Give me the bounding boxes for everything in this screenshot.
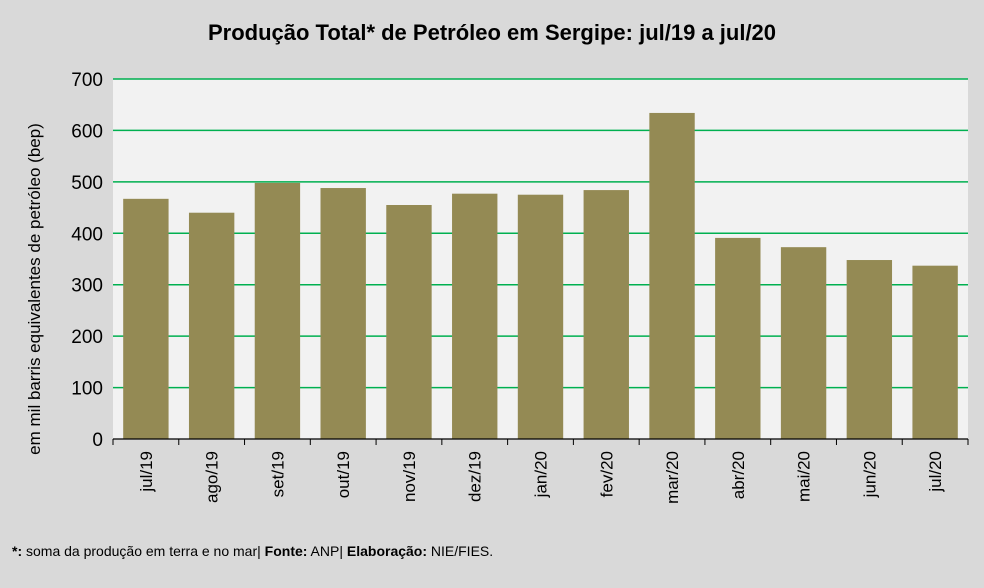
footnote-star: *: (12, 543, 23, 559)
y-tick-label: 500 (71, 173, 103, 194)
bar (452, 193, 498, 439)
elaboration-text: NIE/FIES. (427, 543, 494, 559)
y-tick-label: 400 (71, 224, 103, 245)
bar (649, 112, 695, 439)
bar (780, 247, 827, 439)
bar (846, 260, 893, 439)
y-tick-label: 200 (71, 327, 103, 348)
bar (912, 265, 958, 439)
bar (123, 198, 169, 439)
y-tick-label: 0 (92, 430, 103, 451)
x-tick-label: dez/19 (466, 451, 485, 502)
x-tick-label: out/19 (334, 451, 353, 498)
elaboration-label: Elaboração: (346, 543, 428, 559)
x-tick-label: abr/20 (729, 451, 748, 499)
source-label: Fonte: (264, 543, 308, 559)
bar (583, 190, 629, 439)
x-tick-label: jul/19 (137, 451, 156, 493)
x-tick-label: nov/19 (400, 451, 419, 502)
x-tick-label: mar/20 (663, 451, 682, 504)
x-tick-label: jan/20 (532, 451, 551, 498)
y-tick-label: 700 (71, 70, 103, 91)
chart-title: Produção Total* de Petróleo em Sergipe: … (207, 20, 777, 45)
footnote-text: soma da produção em terra e no mar| (22, 543, 265, 559)
x-tick-label: ago/19 (203, 451, 222, 503)
x-tick-label: mai/20 (795, 451, 814, 502)
bar (254, 182, 301, 439)
bar (517, 194, 564, 439)
bar-chart: 0 100 200 300 400 500 600 700 jul/19 ago/19 set/19… (25, 70, 969, 504)
y-tick-label: 300 (71, 276, 103, 297)
x-tick-label: jun/20 (860, 451, 879, 498)
source-text: ANP| (307, 543, 347, 559)
x-tick-label: fev/20 (597, 451, 616, 497)
y-tick-label: 100 (71, 379, 103, 400)
bar (188, 212, 235, 439)
x-tick-label: jul/20 (926, 451, 945, 493)
chart-footer: *: soma da produção em terra e no mar| F… (12, 543, 493, 559)
y-axis-label: em mil barris equivalentes de petróleo (… (25, 123, 44, 455)
bar (320, 188, 366, 439)
bar (386, 205, 432, 439)
x-tick-label: set/19 (268, 451, 287, 497)
bar (715, 237, 761, 439)
y-tick-label: 600 (71, 121, 103, 142)
